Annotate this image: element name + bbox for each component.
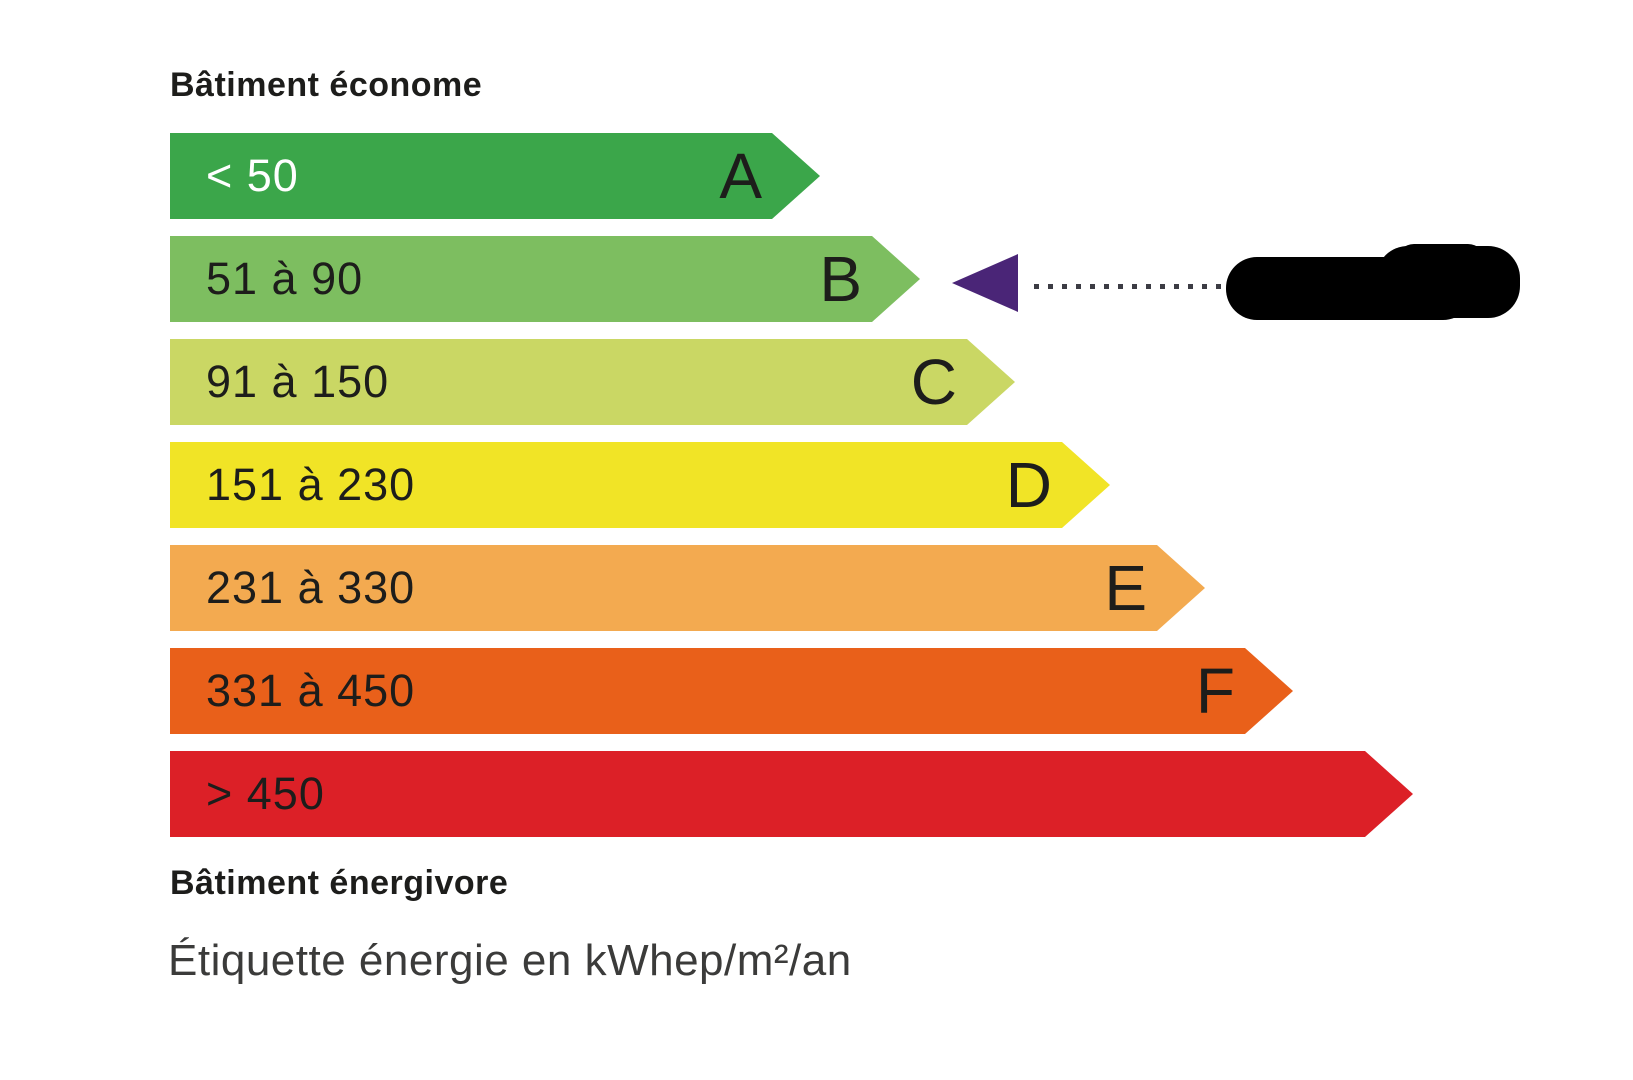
energy-letter-e: E: [1104, 552, 1147, 624]
energy-bar-e: 231 à 330 E: [170, 545, 1205, 631]
energy-intensive-building-label: Bâtiment énergivore: [170, 864, 509, 902]
energy-range-e: 231 à 330: [206, 562, 416, 613]
energy-bar-a: < 50 A: [170, 133, 820, 219]
left-arrow-icon: [952, 254, 1018, 312]
energy-bar-f: 331 à 450 F: [170, 648, 1293, 734]
dotted-connector-line: [1034, 284, 1222, 289]
energy-range-g: > 450: [206, 768, 325, 819]
redaction-blob: [1226, 244, 1520, 320]
energy-bar-g: > 450: [170, 751, 1413, 837]
energy-letter-a: A: [719, 140, 762, 212]
energy-range-b: 51 à 90: [206, 253, 364, 304]
energy-bar-b: 51 à 90 B: [170, 236, 920, 322]
energy-letter-b: B: [819, 243, 862, 315]
economical-building-label: Bâtiment économe: [170, 66, 483, 104]
energy-bar-c: 91 à 150 C: [170, 339, 1015, 425]
energy-class-bars: < 50 A 51 à 90 B 91 à 150 C 151 à 230 D …: [170, 133, 1413, 854]
energy-label-caption: Étiquette énergie en kWhep/m²/an: [168, 936, 852, 985]
energy-letter-d: D: [1005, 449, 1052, 521]
energy-letter-f: F: [1195, 655, 1235, 727]
energy-letter-c: C: [910, 346, 957, 418]
energy-range-a: < 50: [206, 150, 299, 201]
energy-range-f: 331 à 450: [206, 665, 416, 716]
energy-bar-d: 151 à 230 D: [170, 442, 1110, 528]
energy-range-c: 91 à 150: [206, 356, 390, 407]
energy-range-d: 151 à 230: [206, 459, 416, 510]
